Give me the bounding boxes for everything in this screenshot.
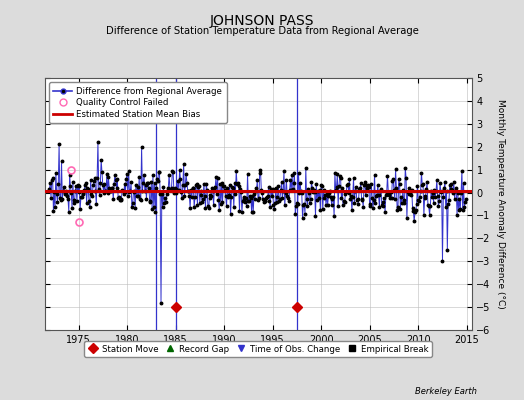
Y-axis label: Monthly Temperature Anomaly Difference (°C): Monthly Temperature Anomaly Difference (… [496,99,505,309]
Legend: Difference from Regional Average, Quality Control Failed, Estimated Station Mean: Difference from Regional Average, Qualit… [49,82,226,123]
Text: JOHNSON PASS: JOHNSON PASS [210,14,314,28]
Legend: Station Move, Record Gap, Time of Obs. Change, Empirical Break: Station Move, Record Gap, Time of Obs. C… [84,341,432,357]
Text: Difference of Station Temperature Data from Regional Average: Difference of Station Temperature Data f… [105,26,419,36]
Text: Berkeley Earth: Berkeley Earth [415,387,477,396]
